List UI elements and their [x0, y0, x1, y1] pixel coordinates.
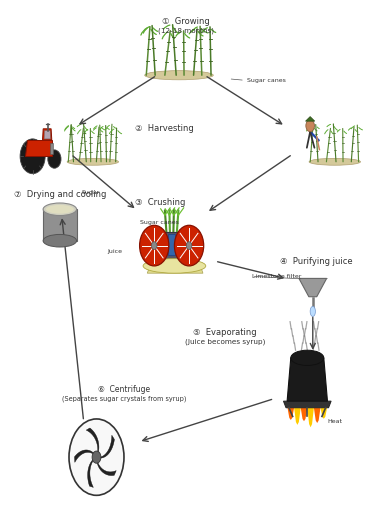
Polygon shape	[25, 140, 52, 156]
Ellipse shape	[46, 205, 74, 214]
Circle shape	[92, 451, 101, 463]
Text: ①  Growing: ① Growing	[162, 17, 210, 26]
Ellipse shape	[291, 350, 324, 366]
Text: ②  Harvesting: ② Harvesting	[135, 124, 194, 133]
Text: ⑦  Drying and cooling: ⑦ Drying and cooling	[14, 190, 106, 199]
Text: ④  Purifying juice: ④ Purifying juice	[280, 257, 353, 266]
Ellipse shape	[143, 259, 206, 273]
Circle shape	[48, 150, 61, 168]
Ellipse shape	[43, 203, 76, 216]
Ellipse shape	[43, 234, 76, 247]
Polygon shape	[294, 408, 301, 425]
Text: Sugar canes: Sugar canes	[247, 78, 286, 83]
Text: ⑥  Centrifuge: ⑥ Centrifuge	[98, 386, 150, 394]
Text: Limestone filter: Limestone filter	[252, 274, 302, 279]
Polygon shape	[162, 232, 181, 259]
Ellipse shape	[67, 158, 119, 165]
Text: Heat: Heat	[328, 419, 342, 424]
Polygon shape	[97, 462, 116, 476]
Text: (Separates sugar crystals from syrup): (Separates sugar crystals from syrup)	[62, 396, 186, 402]
Text: Juice: Juice	[108, 249, 122, 254]
Polygon shape	[287, 358, 328, 401]
Text: (12-18 months): (12-18 months)	[158, 28, 214, 34]
Text: Sugar canes: Sugar canes	[141, 220, 179, 225]
Ellipse shape	[145, 71, 213, 80]
Circle shape	[139, 225, 169, 266]
Polygon shape	[168, 234, 175, 255]
Polygon shape	[288, 408, 294, 420]
Polygon shape	[50, 143, 53, 154]
Polygon shape	[100, 435, 114, 458]
Ellipse shape	[310, 306, 315, 316]
Polygon shape	[301, 408, 307, 421]
Circle shape	[20, 139, 45, 174]
Text: Sugar: Sugar	[82, 190, 100, 195]
Polygon shape	[147, 264, 203, 273]
Circle shape	[186, 242, 192, 249]
Text: (Juice becomes syrup): (Juice becomes syrup)	[185, 338, 265, 345]
Text: ⑤  Evaporating: ⑤ Evaporating	[193, 328, 257, 337]
Polygon shape	[86, 428, 99, 453]
Polygon shape	[44, 131, 50, 139]
Circle shape	[306, 120, 315, 132]
Polygon shape	[306, 117, 315, 121]
Polygon shape	[88, 459, 93, 487]
Polygon shape	[43, 209, 76, 241]
Polygon shape	[321, 408, 327, 419]
Circle shape	[151, 242, 157, 249]
Polygon shape	[75, 450, 94, 462]
Polygon shape	[43, 129, 52, 140]
Polygon shape	[307, 408, 314, 428]
Circle shape	[69, 419, 124, 495]
Ellipse shape	[309, 158, 361, 165]
Polygon shape	[283, 401, 331, 408]
Circle shape	[174, 225, 204, 266]
Polygon shape	[314, 408, 321, 423]
Polygon shape	[299, 279, 326, 297]
Text: ③  Crushing: ③ Crushing	[135, 198, 186, 207]
